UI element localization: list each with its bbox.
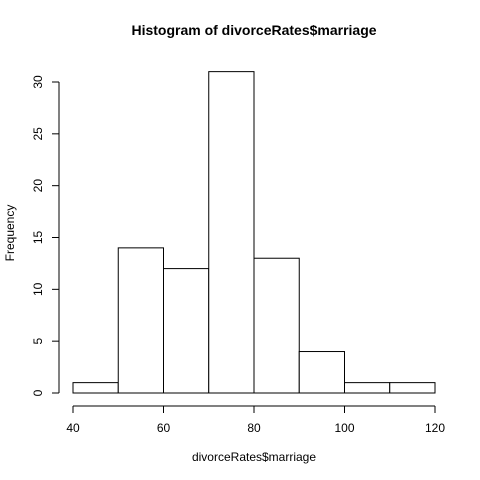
histogram-bar <box>253 257 300 394</box>
x-tick-label: 100 <box>334 421 354 435</box>
histogram-bar <box>208 71 255 394</box>
histogram-bar <box>163 268 210 394</box>
histogram-bar <box>389 382 436 394</box>
histogram-bar <box>117 247 164 394</box>
x-axis: 40 60 80 100 120 <box>66 405 445 435</box>
chart-title: Histogram of divorceRates$marriage <box>131 22 376 38</box>
histogram-bar <box>72 382 119 394</box>
y-axis: 0 5 10 15 20 25 30 <box>31 75 60 396</box>
histogram-bar <box>344 382 391 394</box>
x-tick-label: 120 <box>425 421 445 435</box>
histogram-bar <box>298 351 345 394</box>
x-tick-label: 60 <box>157 421 171 435</box>
x-tick-label: 80 <box>247 421 261 435</box>
y-tick-label: 5 <box>31 338 45 345</box>
histogram-bars <box>72 71 436 394</box>
y-tick-label: 10 <box>31 282 45 296</box>
y-tick-label: 15 <box>31 231 45 245</box>
x-axis-label: divorceRates$marriage <box>192 450 316 464</box>
x-tick-label: 40 <box>66 421 80 435</box>
y-tick-label: 20 <box>31 179 45 193</box>
y-axis-label: Frequency <box>3 205 17 262</box>
y-tick-label: 30 <box>31 75 45 89</box>
y-tick-label: 25 <box>31 127 45 141</box>
y-tick-label: 0 <box>31 389 45 396</box>
